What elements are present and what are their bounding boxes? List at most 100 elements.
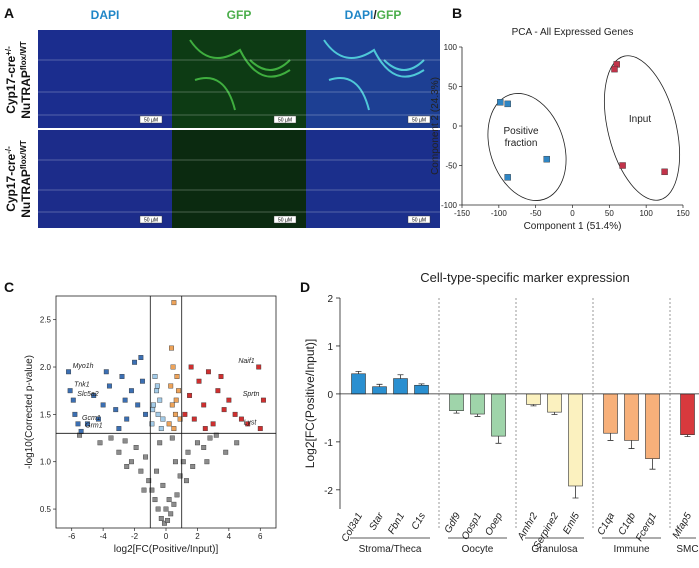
point [218,374,224,379]
image-dapi [38,30,172,128]
image-gfp [172,30,306,128]
point [152,497,158,503]
point [133,445,139,450]
point [103,369,109,375]
bar [449,393,464,411]
point [146,478,152,484]
point [132,359,138,365]
scale-bar-box [407,115,431,124]
point [504,174,511,181]
point [67,388,73,394]
gene-label: Gcm1 [82,415,101,422]
scale-bar-label: 50 µM [412,218,426,224]
bar [393,378,408,395]
scale-bar-label: 50 µM [412,118,426,124]
point [100,402,106,408]
point [201,445,207,450]
category-label: Star [367,510,386,532]
point [160,482,166,488]
row-label-part: Cyp17-cre [4,55,18,113]
point [168,383,174,389]
point [138,355,144,361]
y-axis-label: -log10(Corrected p-value) [24,355,35,469]
bar [414,384,429,395]
point [196,378,202,384]
point [154,468,160,474]
point [188,364,194,370]
point [173,397,179,403]
stitch-lines [38,59,440,213]
x-axis-label: Component 1 (51.4%) [524,221,622,232]
cluster-ellipse [487,93,567,201]
panel-label: D [300,279,310,295]
point [210,421,216,427]
scale-bar-box [273,215,297,224]
error-bar [418,383,425,386]
gene-label: Naif1 [238,358,254,365]
scale-bar-box [273,115,297,124]
y-tick-label: 1.0 [40,458,52,467]
point [84,421,90,427]
gene-label: Grm1 [85,422,103,429]
group-label-box: Input [629,114,651,125]
point [124,416,130,422]
point [245,421,251,427]
point [157,440,163,446]
group-label-box: Positive fraction [503,126,539,149]
point [232,411,238,417]
point [128,459,134,465]
group-label: Positive fraction [503,126,539,149]
point [180,459,186,465]
point [194,440,200,446]
row-label: Cyp17-cre-/- [4,146,18,212]
scale-bar-label: 50 µM [278,218,292,224]
point [138,468,144,474]
point [257,426,263,432]
error-bar [628,440,635,449]
scale-bar-label: 50 µM [144,218,158,224]
error-bar [495,436,502,444]
point [177,473,183,479]
cluster-ellipse [604,55,680,201]
point [106,383,112,389]
point [661,168,668,176]
point [139,378,145,384]
point [183,478,189,484]
row-label-sup: flox/WT [19,140,28,169]
bar [491,393,506,437]
row-label-part: NuTRAP [19,70,33,119]
bar [645,393,660,459]
point [171,300,177,306]
error-bar [572,485,579,499]
point [108,435,114,441]
point [75,421,81,427]
row-label: NuTRAPflox/WT [19,140,33,218]
x-tick-label: 150 [676,209,690,218]
point [166,497,172,503]
category-label: C1s [410,511,428,532]
point [611,65,618,73]
x-tick-label: -4 [100,532,108,541]
point [157,397,163,403]
group-label: Granulosa [531,544,578,555]
point [122,438,128,444]
x-tick-label: 50 [605,209,614,218]
image-merge [306,30,440,128]
column-header: DAPI [91,8,120,22]
y-tick-label: 100 [444,43,458,52]
point [171,501,177,507]
bar [603,393,618,434]
error-bar [453,410,460,414]
point [191,416,197,422]
point [169,435,175,441]
point [223,449,229,455]
header-part: / [373,8,377,22]
y-tick-label: 50 [448,83,457,92]
row-label-sup: -/- [4,146,13,154]
error-bar [355,370,362,374]
y-tick-label: 1.5 [40,410,52,419]
point [177,416,183,422]
group-label: Immune [613,544,650,555]
row-label: Cyp17-cre+/- [4,46,18,114]
